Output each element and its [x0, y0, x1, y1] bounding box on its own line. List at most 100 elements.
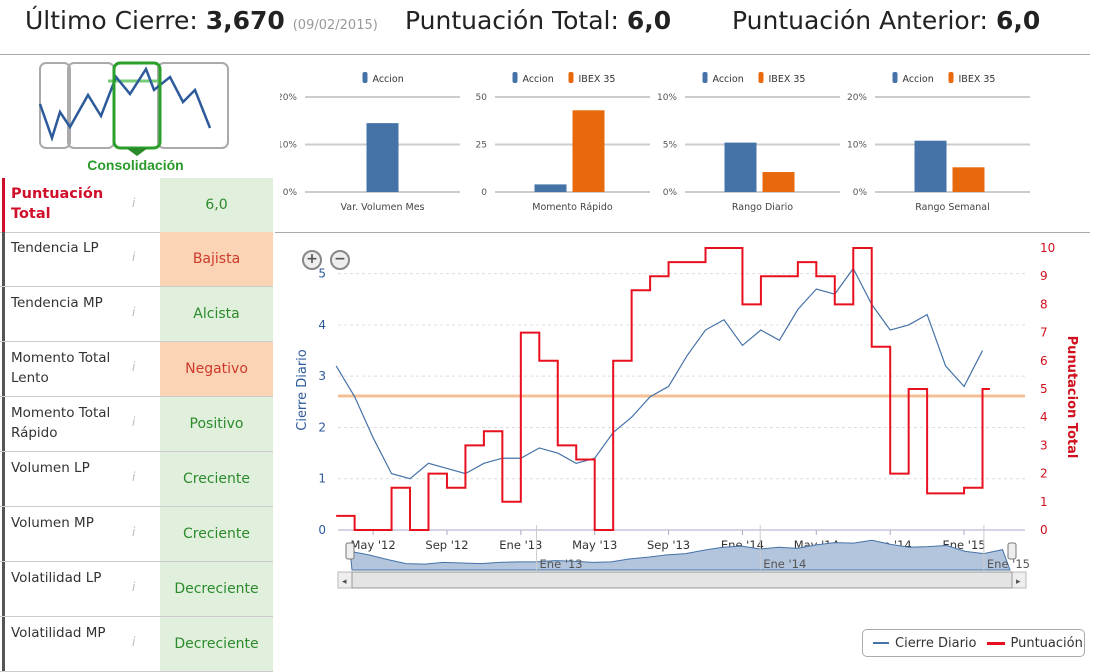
y-tick-label: 10%: [847, 141, 867, 151]
x-tick-label: Ene '13: [499, 538, 542, 552]
bar-accion: [534, 184, 567, 192]
legend-swatch: [758, 72, 764, 83]
indicator-row: Volumen LP i Creciente: [0, 452, 273, 507]
info-icon[interactable]: i: [132, 415, 136, 429]
indicator-label: Momento Total Rápido: [2, 397, 112, 451]
legend-label[interactable]: Accion: [523, 74, 554, 85]
x-tick-label: Sep '12: [425, 538, 468, 552]
y-tick-label: 3: [318, 369, 326, 383]
indicator-value: Creciente: [160, 507, 273, 561]
y-tick-label: 5%: [663, 141, 678, 151]
navigator-handle-right[interactable]: [1007, 542, 1017, 560]
info-icon[interactable]: i: [132, 305, 136, 319]
y2-tick-label: 8: [1040, 297, 1048, 311]
info-icon[interactable]: i: [132, 635, 136, 649]
x-tick-label: Sep '13: [647, 538, 690, 552]
y-tick-label: 50: [476, 93, 488, 103]
indicator-label: Tendencia LP: [2, 232, 112, 286]
navigator-tick-label: Ene '15: [987, 557, 1030, 571]
y2-tick-label: 5: [1040, 382, 1048, 396]
indicator-row: Momento Total Rápido i Positivo: [0, 397, 273, 452]
legend-label[interactable]: IBEX 35: [579, 74, 616, 85]
legend-label[interactable]: Accion: [373, 74, 404, 85]
mini-chart: 0% 5% 10% Rango Diario Accion IBEX 35: [657, 72, 840, 213]
indicator-value: Alcista: [160, 287, 273, 341]
divider: [275, 232, 1090, 233]
legend-cierre[interactable]: Cierre Diario: [895, 635, 977, 651]
zoom-out-button[interactable]: −: [330, 250, 350, 270]
puntuacion-anterior: Puntuación Anterior: 6,0: [732, 6, 1041, 35]
indicator-value: Creciente: [160, 452, 273, 506]
y2-tick-label: 4: [1040, 410, 1048, 424]
legend-label[interactable]: Accion: [903, 74, 934, 85]
indicator-label: Momento Total Lento: [2, 342, 112, 396]
navigator-area: [349, 539, 1011, 571]
legend-swatch: [362, 72, 368, 83]
x-category-label: Momento Rápido: [532, 202, 613, 213]
y-tick-label: 25: [476, 141, 487, 151]
consolidation-pattern-icon: [38, 61, 229, 156]
navigator-handle-left[interactable]: [345, 542, 355, 560]
y-tick-label: 10%: [280, 141, 297, 151]
bar-accion: [724, 142, 757, 192]
y2-tick-label: 10: [1040, 241, 1055, 255]
indicator-label: Volatilidad MP: [2, 617, 112, 671]
legend-puntuacion-swatch: [986, 641, 1005, 645]
info-icon[interactable]: i: [132, 250, 136, 264]
indicator-value: Positivo: [160, 397, 273, 451]
indicator-row: Volumen MP i Creciente: [0, 507, 273, 562]
indicator-label: Puntuación Total: [2, 178, 127, 232]
info-icon[interactable]: i: [132, 580, 136, 594]
info-icon[interactable]: i: [132, 360, 136, 374]
y-tick-label: 0%: [853, 188, 868, 198]
y-tick-label: 10%: [657, 93, 677, 103]
legend-label[interactable]: IBEX 35: [769, 74, 806, 85]
mini-chart: 0% 10% 20% Var. Volumen Mes Accion: [280, 72, 460, 213]
mini-bar-charts: 0% 10% 20% Var. Volumen Mes Accion 0 25 50 Momen…: [280, 72, 1030, 213]
scroll-left-arrow-icon[interactable]: ◂: [342, 577, 347, 587]
x-category-label: Rango Diario: [732, 202, 793, 213]
mini-chart: 0 25 50 Momento Rápido Accion IBEX 35: [476, 72, 650, 213]
legend-swatch: [568, 72, 574, 83]
y-tick-label: 2: [318, 420, 326, 434]
header: Último Cierre: 3,670 (09/02/2015) Puntua…: [0, 0, 1090, 55]
y-tick-label: 0%: [283, 188, 298, 198]
bar-ibex: [762, 172, 795, 192]
y-tick-label: 0: [318, 523, 326, 537]
legend-swatch: [892, 72, 898, 83]
legend-label[interactable]: Accion: [713, 74, 744, 85]
legend-swatch: [702, 72, 708, 83]
bar-accion: [366, 123, 399, 192]
y2-tick-label: 3: [1040, 438, 1048, 452]
legend-puntuacion[interactable]: Puntuación: [1010, 635, 1083, 651]
navigator-tick-label: Ene '13: [540, 557, 583, 571]
bar-ibex: [952, 167, 985, 192]
info-icon[interactable]: i: [132, 525, 136, 539]
indicator-row: Tendencia MP i Alcista: [0, 287, 273, 342]
indicator-row: Volatilidad LP i Decreciente: [0, 562, 273, 617]
ultimo-cierre: Último Cierre: 3,670 (09/02/2015): [25, 6, 378, 35]
info-icon[interactable]: i: [132, 470, 136, 484]
info-icon[interactable]: i: [132, 196, 136, 210]
zoom-in-button[interactable]: +: [302, 250, 322, 270]
series-puntuacion: [336, 247, 990, 531]
indicator-value: Decreciente: [160, 562, 273, 616]
y2-tick-label: 1: [1040, 495, 1048, 509]
bar-ibex: [572, 110, 605, 192]
y2-tick-label: 2: [1040, 467, 1048, 481]
scrollbar-thumb[interactable]: [351, 571, 1013, 589]
y2-tick-label: 9: [1040, 269, 1048, 283]
indicator-label: Tendencia MP: [2, 287, 112, 341]
y2-tick-label: 0: [1040, 523, 1048, 537]
legend-swatch: [512, 72, 518, 83]
legend-label[interactable]: IBEX 35: [959, 74, 996, 85]
scroll-right-arrow-icon[interactable]: ▸: [1016, 577, 1021, 587]
navigator-tick-label: Ene '14: [763, 557, 806, 571]
x-tick-label: May '12: [350, 538, 395, 552]
y-axis-title: Cierre Diario: [295, 349, 310, 431]
indicator-row: Momento Total Lento i Negativo: [0, 342, 273, 397]
y2-axis-title: Punutacion Total: [1064, 336, 1079, 459]
mini-chart: 0% 10% 20% Rango Semanal Accion IBEX 35: [847, 72, 1030, 213]
x-category-label: Rango Semanal: [915, 202, 990, 213]
y2-tick-label: 7: [1040, 326, 1048, 340]
